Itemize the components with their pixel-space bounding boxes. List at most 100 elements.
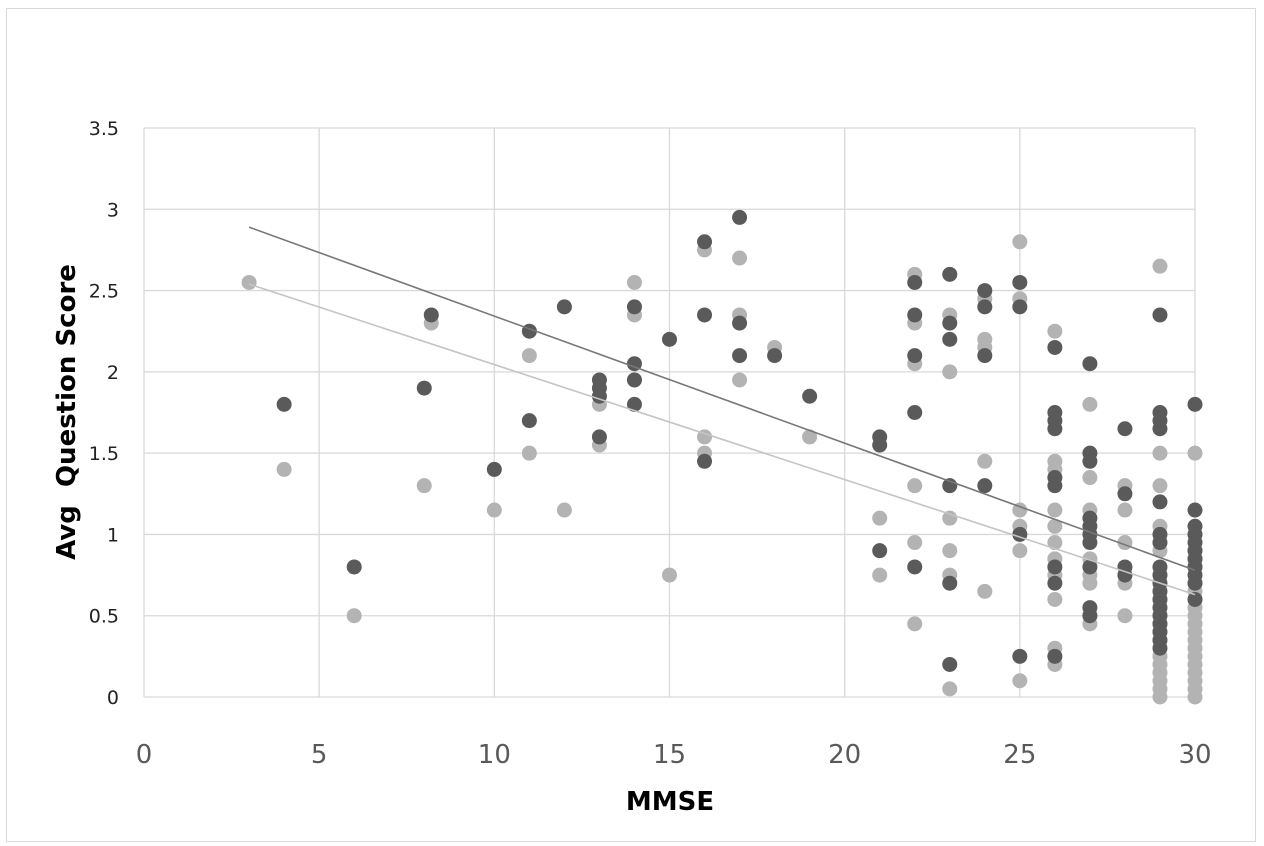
series-light-points <box>241 234 1203 705</box>
dark-series-point <box>942 575 958 591</box>
vertical-gridlines <box>143 128 1196 697</box>
light-series-point <box>1012 502 1028 518</box>
dark-series-point <box>907 348 923 364</box>
light-series-point <box>241 274 257 290</box>
dark-series-point <box>1152 307 1168 323</box>
light-series-point <box>1012 234 1028 250</box>
dark-series-point <box>977 283 993 299</box>
y-tick-label: 1.5 <box>89 443 119 465</box>
light-series-point <box>872 567 888 583</box>
dark-series-point <box>1012 648 1028 664</box>
light-series-point <box>1082 470 1098 486</box>
x-axis-label: MMSE <box>626 787 714 817</box>
dark-series-point <box>732 209 748 225</box>
light-series-point <box>1047 323 1063 339</box>
light-series-point <box>907 478 923 494</box>
light-series-point <box>1047 502 1063 518</box>
dark-series-point <box>942 331 958 347</box>
light-series-point <box>942 681 958 697</box>
dark-series-point <box>1047 339 1063 355</box>
y-tick-label: 3 <box>107 199 119 221</box>
dark-series-point <box>1047 478 1063 494</box>
light-series-point <box>1047 518 1063 534</box>
y-axis-label: Avg Question Score <box>52 264 82 560</box>
series-dark-points <box>276 209 1203 672</box>
light-series-point <box>1047 535 1063 551</box>
dark-series-point <box>942 478 958 494</box>
light-series-point <box>942 543 958 559</box>
light-series-point <box>1152 258 1168 274</box>
dark-series-point <box>1152 640 1168 656</box>
light-series-point <box>732 372 748 388</box>
dark-series-point <box>1047 421 1063 437</box>
light-series-point <box>486 502 502 518</box>
x-tick-label: 30 <box>1178 740 1211 770</box>
x-tick-label: 20 <box>828 740 861 770</box>
y-tick-label: 3.5 <box>89 118 119 140</box>
light-series-point <box>1187 445 1203 461</box>
light-series-point <box>907 616 923 632</box>
light-series-point <box>1152 689 1168 705</box>
dark-series-point <box>767 348 783 364</box>
light-series-point <box>942 364 958 380</box>
dark-series-point <box>1117 486 1133 502</box>
x-axis-tick-labels: 0 5 10 15 20 25 30 <box>136 740 1212 770</box>
light-series-point <box>1152 478 1168 494</box>
dark-series-point <box>872 437 888 453</box>
y-tick-label: 1 <box>107 524 119 546</box>
light-series-trendline <box>248 283 1196 596</box>
light-series-point <box>802 429 818 445</box>
dark-series-point <box>977 348 993 364</box>
light-series-point <box>942 510 958 526</box>
dark-series-point <box>1082 559 1098 575</box>
light-series-point <box>977 453 993 469</box>
dark-series-point <box>907 559 923 575</box>
dark-series-point <box>1047 559 1063 575</box>
dark-series-point <box>1082 608 1098 624</box>
dark-series-point <box>1047 575 1063 591</box>
dark-series-point <box>556 299 572 315</box>
dark-series-point <box>1012 526 1028 542</box>
dark-series-point <box>1187 396 1203 412</box>
dark-series-point <box>1152 494 1168 510</box>
light-series-point <box>346 608 362 624</box>
light-series-point <box>416 478 432 494</box>
dark-series-point <box>591 429 607 445</box>
dark-series-point <box>732 315 748 331</box>
x-tick-label: 5 <box>311 740 328 770</box>
x-tick-label: 25 <box>1003 740 1036 770</box>
dark-series-point <box>1012 274 1028 290</box>
light-series-point <box>1152 445 1168 461</box>
dark-series-trendline <box>248 226 1196 571</box>
light-series-point <box>907 535 923 551</box>
x-tick-label: 15 <box>653 740 686 770</box>
dark-series-point <box>1187 502 1203 518</box>
dark-series-point <box>1082 356 1098 372</box>
light-series-point <box>1117 608 1133 624</box>
dark-series-point <box>697 307 713 323</box>
dark-series-point <box>1152 535 1168 551</box>
dark-series-point <box>626 396 642 412</box>
dark-series-point <box>276 396 292 412</box>
dark-series-point <box>907 274 923 290</box>
dark-series-point <box>977 299 993 315</box>
light-series-point <box>521 348 537 364</box>
horizontal-gridlines <box>144 127 1195 698</box>
chart-frame <box>6 8 1256 842</box>
light-series-point <box>1082 396 1098 412</box>
light-series-point <box>521 445 537 461</box>
dark-series-point <box>697 453 713 469</box>
x-tick-label: 10 <box>478 740 511 770</box>
light-series-point <box>1012 543 1028 559</box>
dark-series-point <box>977 478 993 494</box>
light-series-point <box>732 250 748 266</box>
light-series-point <box>1047 591 1063 607</box>
dark-series-point <box>1117 567 1133 583</box>
light-series-point <box>1012 673 1028 689</box>
dark-series-point <box>416 380 432 396</box>
y-tick-label: 0 <box>107 687 119 709</box>
dark-series-point <box>1082 453 1098 469</box>
dark-series-point <box>907 405 923 420</box>
dark-series-point <box>907 307 923 323</box>
